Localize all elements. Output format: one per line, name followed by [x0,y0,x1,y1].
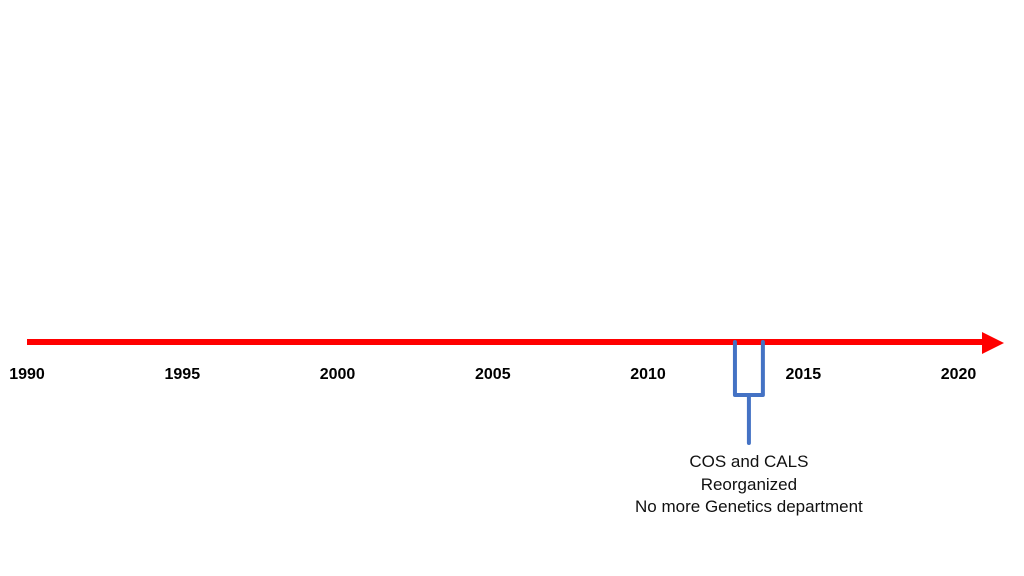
year-label-2015: 2015 [786,366,822,383]
timeline-axis [27,332,1004,354]
event-text-line-3: No more Genetics department [635,497,863,516]
year-labels: 1990 1995 2000 2005 2010 2015 2020 [9,366,976,383]
timeline-event: COS and CALS Reorganized No more Genetic… [635,340,863,516]
year-label-2010: 2010 [630,366,666,383]
year-label-1995: 1995 [165,366,201,383]
event-text-line-1: COS and CALS [689,452,808,471]
year-label-2000: 2000 [320,366,356,383]
year-label-2005: 2005 [475,366,511,383]
timeline-arrow-head [982,332,1004,354]
year-label-2020: 2020 [941,366,977,383]
year-label-1990: 1990 [9,366,45,383]
event-bracket [732,340,765,445]
event-text-line-2: Reorganized [701,475,797,494]
